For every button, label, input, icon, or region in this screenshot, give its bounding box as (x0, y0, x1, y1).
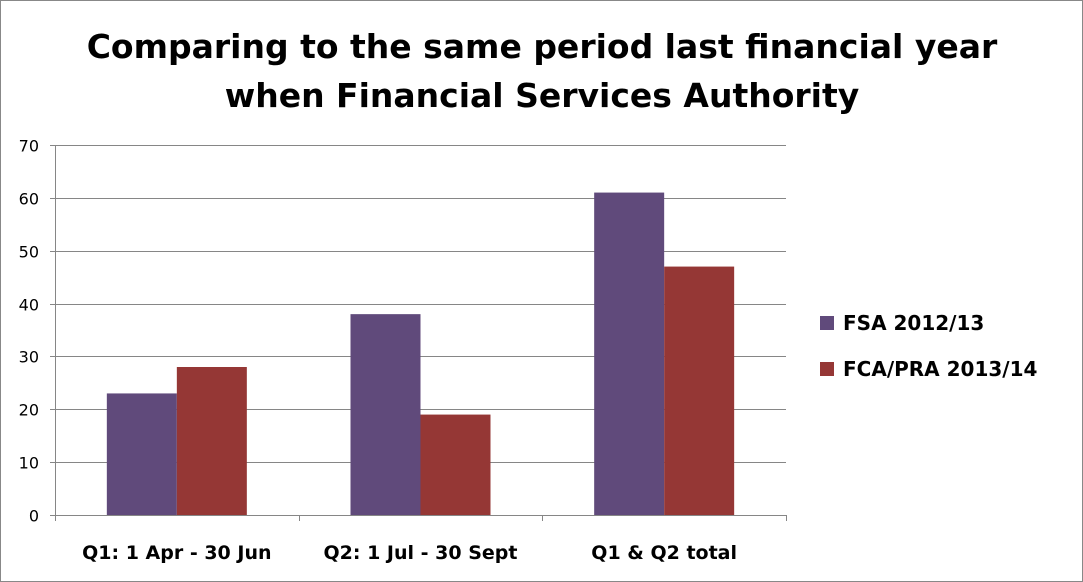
chart-title-line-1: Comparing to the same period last financ… (87, 27, 998, 66)
x-category-label: Q1 & Q2 total (591, 542, 737, 564)
y-tick-label: 40 (19, 296, 39, 315)
bar-fca-pra (664, 266, 735, 515)
x-category-label: Q1: 1 Apr - 30 Jun (82, 542, 271, 564)
bar-fsa (106, 393, 177, 515)
y-tick-label: 20 (19, 401, 39, 420)
legend-swatch (820, 362, 834, 376)
legend-label: FCA/PRA 2013/14 (843, 357, 1037, 381)
bar-fca-pra (176, 367, 247, 515)
chart-title-line-2: when Financial Services Authority (225, 76, 860, 115)
bar-fsa (594, 192, 665, 516)
y-tick-label: 70 (19, 137, 39, 156)
legend-label: FSA 2012/13 (843, 311, 984, 335)
legend-swatch (820, 316, 834, 330)
y-tick-label: 10 (19, 454, 39, 473)
y-tick-label: 0 (29, 507, 39, 526)
y-tick-label: 60 (19, 190, 39, 209)
y-tick-label: 30 (19, 348, 39, 367)
bar-fca-pra (420, 414, 491, 515)
x-category-label: Q2: 1 Jul - 30 Sept (324, 542, 518, 564)
bar-fsa (350, 314, 421, 515)
y-tick-label: 50 (19, 243, 39, 262)
